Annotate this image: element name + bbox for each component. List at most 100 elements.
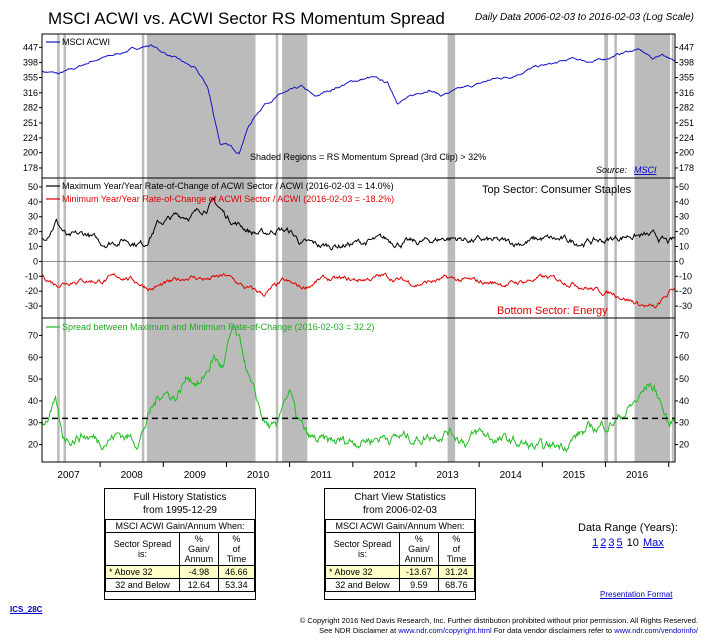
y-tick-label: 178 (23, 163, 38, 173)
col-header: % Gain/Annum (399, 532, 439, 566)
col-header: % of Time (217, 532, 256, 566)
x-tick-label: 2013 (436, 470, 459, 480)
y-tick-label: 70 (28, 330, 38, 340)
shaded-region (275, 34, 279, 462)
shaded-region (57, 34, 60, 462)
table-row: 32 and Below 9.59 68.76 (325, 578, 476, 592)
presentation-format-link[interactable]: Presentation Format (600, 590, 673, 599)
full-history-table: MSCI ACWI Gain/Annum When: Sector Spread… (105, 519, 256, 592)
x-tick-label: 2011 (310, 470, 332, 480)
range-10-current: 10 (626, 537, 639, 549)
y-tick-label: 0 (33, 256, 38, 266)
source-link: MSCI (634, 165, 657, 175)
y-tick-label: 10 (28, 242, 38, 252)
y-tick-label: 447 (23, 42, 38, 52)
shaded-region (634, 34, 670, 462)
ics-code-link[interactable]: ICS_28C (10, 605, 43, 614)
vendor-link[interactable]: www.ndr.com/vendorinfo/ (614, 626, 698, 635)
y-tick-label: 30 (28, 418, 38, 428)
copyright-link[interactable]: www.ndr.com/copyright.html (398, 626, 492, 635)
col-header: Sector Spread is: (105, 532, 180, 566)
chart-view-from: from 2006-02-03 (363, 505, 437, 516)
range-5-link[interactable]: 5 (616, 537, 623, 549)
y-tick-label: 282 (679, 103, 694, 113)
table-row: * Above 32 -13.67 31.24 (325, 565, 476, 579)
y-tick-label: 355 (23, 73, 38, 83)
y-tick-label: 30 (679, 418, 689, 428)
y-tick-label: 398 (23, 58, 38, 68)
y-tick-label: -30 (679, 301, 692, 311)
shaded-note: Shaded Regions = RS Momentum Spread (3rd… (250, 152, 486, 162)
full-history-stats: Full History Statistics from 1995-12-29 … (104, 488, 256, 600)
x-tick-label: 2008 (121, 470, 144, 480)
chart-view-table: MSCI ACWI Gain/Annum When: Sector Spread… (325, 519, 476, 592)
y-tick-label: -30 (25, 301, 38, 311)
y-tick-label: 50 (28, 374, 38, 384)
y-tick-label: -10 (25, 271, 38, 281)
chart-view-stats: Chart View Statistics from 2006-02-03 MS… (324, 488, 476, 600)
y-tick-label: 316 (23, 88, 38, 98)
shaded-region (146, 34, 256, 462)
y-tick-label: 251 (679, 118, 694, 128)
chart-subtitle: Daily Data 2006-02-03 to 2016-02-03 (Log… (474, 12, 694, 23)
y-tick-label: 10 (679, 242, 689, 252)
y-tick-label: 60 (679, 352, 689, 362)
x-tick-label: 2015 (563, 470, 586, 480)
x-tick-label: 2010 (247, 470, 270, 480)
y-tick-label: 20 (28, 440, 38, 450)
max-roc-line (41, 197, 676, 251)
y-tick-label: 316 (679, 88, 694, 98)
y-tick-label: 50 (679, 374, 689, 384)
y-tick-label: 398 (679, 58, 694, 68)
chart-title: MSCI ACWI vs. ACWI Sector RS Momentum Sp… (48, 9, 445, 28)
shaded-region (614, 34, 617, 462)
full-history-title: Full History Statistics (133, 492, 227, 503)
y-tick-label: 50 (28, 182, 38, 192)
y-tick-label: 20 (28, 227, 38, 237)
y-tick-label: 0 (679, 256, 684, 266)
x-tick-label: 2014 (500, 470, 523, 480)
col-header: Sector Spread is: (325, 532, 400, 566)
source-label: Source: (596, 165, 628, 175)
y-tick-label: 40 (679, 396, 689, 406)
y-tick-label: 40 (679, 197, 689, 207)
table-row: * Above 32 -4.98 46.66 (105, 565, 256, 579)
min-roc-line (41, 272, 676, 309)
y-tick-label: -20 (25, 286, 38, 296)
range-3-link[interactable]: 3 (608, 537, 615, 549)
legend-min: Minimum Year/Year Rate-of-Change of ACWI… (62, 194, 394, 204)
range-1-link[interactable]: 1 (592, 537, 599, 549)
y-tick-label: 30 (679, 212, 689, 222)
y-tick-label: 224 (23, 133, 38, 143)
copyright-notice: © Copyright 2016 Ned Davis Research, Inc… (299, 616, 698, 635)
shaded-region (63, 34, 67, 462)
x-tick-label: 2012 (373, 470, 396, 480)
bottom-sector-label: Bottom Sector: Energy (497, 305, 608, 317)
shaded-region (282, 34, 308, 462)
y-tick-label: 282 (23, 103, 38, 113)
range-max-link[interactable]: Max (642, 537, 664, 549)
y-tick-label: 178 (679, 163, 694, 173)
spread-line (41, 324, 676, 453)
data-range-label: Data Range (Years): (578, 522, 678, 534)
shaded-region (447, 34, 456, 462)
y-tick-label: 40 (28, 197, 38, 207)
y-tick-label: 355 (679, 73, 694, 83)
y-tick-label: -10 (679, 271, 692, 281)
y-tick-label: 20 (679, 227, 689, 237)
range-2-link[interactable]: 2 (600, 537, 607, 549)
table-header: MSCI ACWI Gain/Annum When: (105, 519, 255, 533)
legend-max: Maximum Year/Year Rate-of-Change of ACWI… (62, 181, 394, 191)
y-tick-label: 200 (679, 148, 694, 158)
acwi-line (41, 44, 676, 155)
shaded-region (604, 34, 609, 462)
col-header: % Gain/Annum (179, 532, 219, 566)
top-sector-label: Top Sector: Consumer Staples (482, 184, 632, 196)
y-tick-label: 447 (679, 42, 694, 52)
table-header: MSCI ACWI Gain/Annum When: (325, 519, 475, 533)
y-tick-label: 200 (23, 148, 38, 158)
y-tick-label: 40 (28, 396, 38, 406)
legend-acwi: MSCI ACWI (62, 37, 110, 47)
